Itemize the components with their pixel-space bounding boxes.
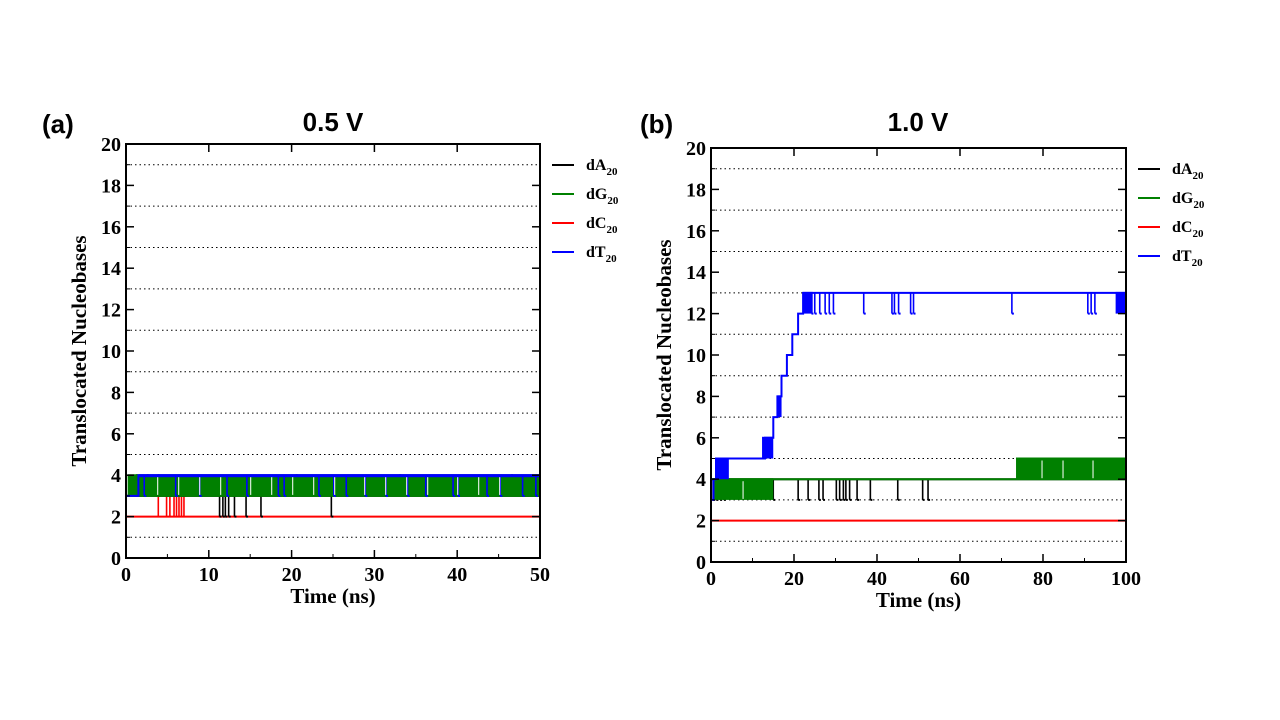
- x-tick-label: 40: [447, 564, 467, 586]
- y-tick-label: 4: [696, 469, 706, 491]
- legend-name: dC: [586, 215, 606, 232]
- y-tick-label: 0: [696, 552, 706, 574]
- x-tick-label: 30: [364, 564, 384, 586]
- series-dc20: [126, 494, 540, 518]
- y-tick-label: 18: [686, 179, 706, 201]
- y-tick-label: 18: [101, 175, 121, 197]
- series-dg20: [711, 457, 1126, 500]
- legend-label: dC20: [586, 215, 618, 236]
- x-tick-label: 50: [530, 564, 550, 586]
- legend-label: dG20: [586, 186, 619, 207]
- legend-subscript: 20: [606, 224, 618, 236]
- fluctuation-band: [138, 474, 541, 478]
- panel-label: (b): [640, 109, 673, 139]
- y-tick-label: 14: [686, 262, 706, 284]
- x-tick-label: 60: [950, 568, 970, 590]
- y-tick-label: 0: [111, 548, 121, 570]
- y-tick-label: 2: [111, 507, 121, 529]
- x-tick-label: 20: [282, 564, 302, 586]
- chart-title: 1.0 V: [888, 107, 949, 137]
- y-tick-label: 8: [696, 386, 706, 408]
- fluctuation-band: [777, 396, 782, 418]
- legend-label: dT20: [1172, 248, 1203, 269]
- x-tick-label: 100: [1111, 568, 1141, 590]
- y-tick-label: 10: [686, 345, 706, 367]
- chart-panel-a: (a) 0.5 V 0 2 4 6 8 10 12 14 16 18 20 0 10 20 30 40 50 Time…: [42, 107, 619, 608]
- x-tick-label: 80: [1033, 568, 1053, 590]
- legend-subscript: 20: [1192, 257, 1204, 269]
- legend-subscript: 20: [1193, 199, 1205, 211]
- legend-label: dG20: [1172, 190, 1205, 211]
- chart-panel-b: (b) 1.0 V 0 2 4 6 8 10 12 14 16 18 20 0 20 40 60 80 100 Tim…: [640, 107, 1205, 612]
- legend-label: dT20: [586, 244, 617, 265]
- legend-label: dA20: [586, 157, 618, 178]
- y-tick-label: 16: [101, 217, 121, 239]
- legend-name: dT: [586, 244, 606, 261]
- legend-subscript: 20: [1192, 228, 1204, 240]
- y-tick-label: 8: [111, 382, 121, 404]
- legend-subscript: 20: [1192, 170, 1204, 182]
- legend-subscript: 20: [606, 253, 618, 265]
- series-dt20: [711, 291, 1126, 501]
- y-tick-label: 4: [111, 465, 121, 487]
- legend-name: dT: [1172, 248, 1192, 265]
- legend-name: dG: [586, 186, 608, 203]
- fluctuation-band: [715, 458, 729, 480]
- y-tick-label: 14: [101, 258, 121, 280]
- y-tick-label: 20: [101, 134, 121, 156]
- y-tick-label: 2: [696, 511, 706, 533]
- legend-subscript: 20: [606, 166, 618, 178]
- x-tick-label: 0: [706, 568, 716, 590]
- legend-name: dA: [586, 157, 607, 174]
- y-axis-label: Translocated Nucleobases: [652, 239, 676, 470]
- legend-subscript: 20: [607, 195, 619, 207]
- fluctuation-band: [1115, 292, 1126, 314]
- x-tick-label: 20: [784, 568, 804, 590]
- y-tick-label: 6: [696, 428, 706, 450]
- y-tick-label: 6: [111, 424, 121, 446]
- x-tick-label: 40: [867, 568, 887, 590]
- y-tick-label: 10: [101, 341, 121, 363]
- legend-label: dA20: [1172, 161, 1204, 182]
- y-tick-label: 16: [686, 221, 706, 243]
- legend-name: dC: [1172, 219, 1192, 236]
- legend-name: dA: [1172, 161, 1193, 178]
- chart-title: 0.5 V: [303, 107, 364, 137]
- y-axis-label: Translocated Nucleobases: [67, 235, 91, 466]
- x-tick-label: 0: [121, 564, 131, 586]
- panel-label: (a): [42, 109, 74, 139]
- legend-label: dC20: [1172, 219, 1204, 240]
- series-dt20: [126, 474, 541, 497]
- x-axis-label: Time (ns): [290, 584, 375, 608]
- x-tick-label: 10: [199, 564, 219, 586]
- x-axis-label: Time (ns): [876, 588, 961, 612]
- y-tick-label: 20: [686, 138, 706, 160]
- y-tick-label: 12: [686, 304, 706, 326]
- legend-name: dG: [1172, 190, 1194, 207]
- fluctuation-band: [762, 437, 774, 459]
- fluctuation-band: [1016, 458, 1126, 480]
- series-dg20: [126, 474, 540, 497]
- fluctuation-band: [803, 292, 813, 314]
- y-tick-label: 12: [101, 300, 121, 322]
